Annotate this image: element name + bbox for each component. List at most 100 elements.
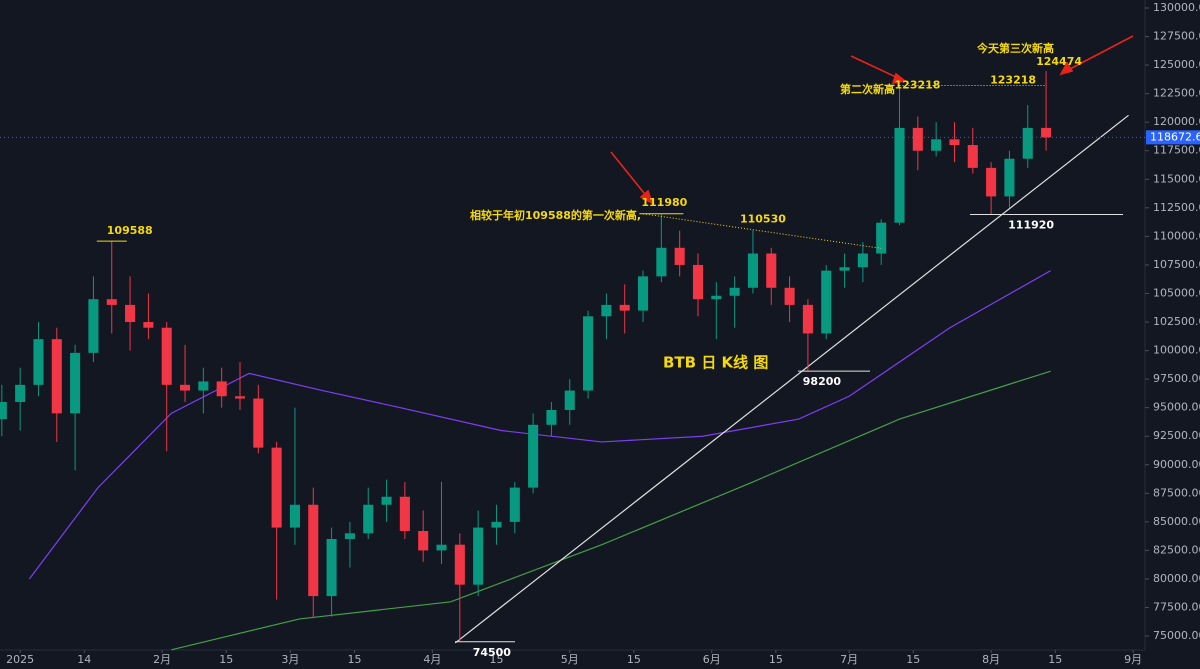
candle-body [784,287,795,305]
candle-body [33,339,44,385]
candle-body [70,352,81,414]
price-label: 123218 [990,73,1036,86]
x-tick-label: 2025 [6,653,34,666]
annotation: 相较于年初109588的第一次新高, [470,208,641,222]
y-tick-label: 85000.00 [1153,515,1200,528]
y-tick-label: 112500.00 [1153,201,1200,214]
y-tick-label: 102500.00 [1153,315,1200,328]
candle-body [583,316,594,391]
arrow [1067,35,1134,71]
candle-body [161,327,172,385]
candle-body [601,304,612,317]
candle-body [271,447,282,528]
x-tick-label: 6月 [703,653,721,666]
resistance-line [642,213,882,249]
arrow [850,55,899,79]
x-tick-label: 15 [1048,653,1062,666]
candle-body [821,270,832,334]
candle-body [692,264,704,300]
candle-body [125,304,136,323]
y-tick-label: 82500.00 [1153,543,1200,556]
x-tick-label: 15 [769,653,783,666]
y-tick-label: 105000.00 [1153,286,1200,299]
candle-body [967,145,978,168]
candle-body [564,390,575,410]
candle-body [912,127,923,151]
candle-body [344,533,355,540]
y-tick-label: 87500.00 [1153,486,1200,499]
y-tick-label: 110000.00 [1153,229,1200,242]
candle-body [198,381,209,391]
arrow-head [639,189,654,205]
candle-body [839,267,850,271]
candle-body [729,287,740,296]
x-tick-label: 2月 [153,653,171,666]
candle-body [399,496,410,532]
x-tick-label: 8月 [982,653,1000,666]
candle-body [491,521,502,528]
candle-body [381,496,392,505]
candle-body [143,322,154,328]
y-tick-label: 97500.00 [1153,372,1200,385]
candle-body [1022,127,1033,159]
candle-body [509,487,520,522]
candle-body [289,504,300,528]
y-tick-label: 77500.00 [1153,601,1200,614]
x-tick-label: 15 [906,653,920,666]
x-tick-label: 7月 [840,653,858,666]
y-tick-label: 122500.00 [1153,87,1200,100]
x-tick-label: 15 [489,653,503,666]
x-tick-label: 15 [347,653,361,666]
indicator-line [28,270,1051,580]
y-tick-label: 80000.00 [1153,572,1200,585]
x-tick-label: 5月 [561,653,579,666]
candle-body [363,504,374,534]
y-tick-label: 127500.00 [1153,30,1200,43]
y-tick-label: 130000.00 [1153,1,1200,14]
x-tick-label: 15 [627,653,641,666]
current-price-box [1146,130,1200,145]
arrow [610,151,649,199]
candle-body [747,253,758,288]
candle-body [711,295,722,300]
y-tick-label: 75000.00 [1153,629,1200,642]
candle-body [1004,158,1015,197]
candle-body [674,247,685,265]
price-label: 98200 [803,375,842,388]
candle-body [949,139,960,146]
candle-body [0,401,7,420]
candle-body [619,304,630,311]
candle-body [253,398,264,448]
y-tick-label: 120000.00 [1153,115,1200,128]
y-tick-label: 115000.00 [1153,172,1200,185]
candle-body [931,139,942,151]
candle-body [986,167,997,197]
indicator-line [454,114,1129,644]
candle-body [179,384,191,391]
price-label: 74500 [473,646,512,659]
y-tick-label: 95000.00 [1153,401,1200,414]
candle-body [15,384,26,402]
x-tick-label: 9月 [1124,653,1142,666]
x-tick-label: 15 [219,653,233,666]
candle-body [106,299,117,305]
price-label: 109588 [107,224,153,237]
candle-body [857,253,868,268]
y-tick-label: 90000.00 [1153,458,1200,471]
candle-body [1041,127,1052,138]
candle-body [88,299,99,353]
y-tick-label: 117500.00 [1153,144,1200,157]
y-tick-label: 125000.00 [1153,58,1200,71]
arrow-head [1059,61,1074,76]
candle-body [308,504,319,597]
x-tick-label: 3月 [281,653,299,666]
x-tick-label: 14 [77,653,91,666]
price-label: 110530 [740,212,786,225]
candle-body [546,409,557,425]
candle-body [454,544,465,585]
y-tick-label: 92500.00 [1153,429,1200,442]
current-price-label: 118672.64 [1150,130,1200,143]
candle-body [436,544,447,551]
price-label: 111980 [641,196,687,209]
candle-body [418,531,429,551]
